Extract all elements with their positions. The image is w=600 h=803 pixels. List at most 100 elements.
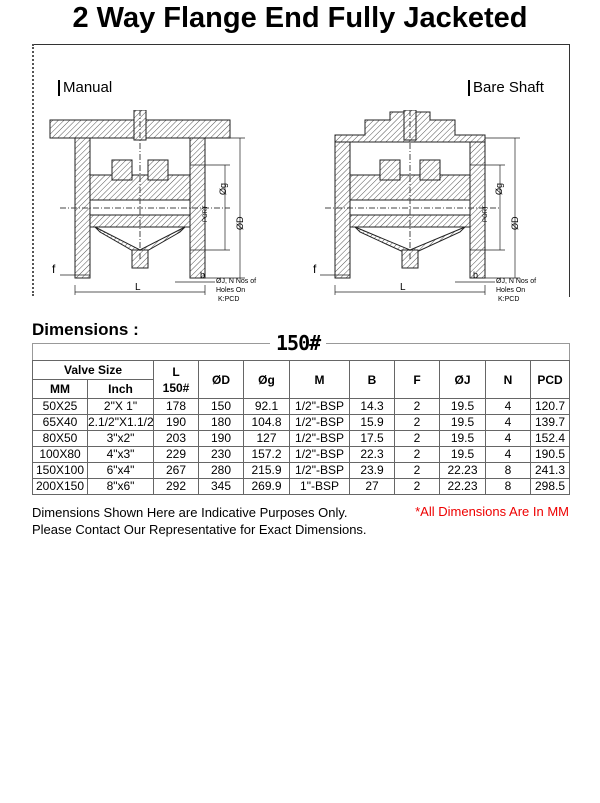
table-cell: 229: [153, 446, 200, 463]
table-cell: 150: [198, 398, 245, 415]
dimensions-heading: Dimensions :: [32, 320, 139, 339]
j-header: ØJ: [439, 360, 487, 399]
table-cell: 292: [153, 478, 200, 495]
g-header: Øg: [243, 360, 291, 399]
table-cell: 269.9: [243, 478, 291, 495]
table-cell: 230: [198, 446, 245, 463]
table-cell: 180: [198, 414, 245, 431]
table-row: 65X40 2.1/2"X1.1/2 190 180 104.8 1/2"-BSP 15.9…: [32, 414, 571, 431]
holes-note: Holes On: [216, 287, 245, 294]
table-cell: 2: [394, 430, 441, 447]
table-cell: 190.5: [530, 446, 571, 463]
table-row: 100X80 4"x3" 229 230 157.2 1/2"-BSP 22.3 2 19.5 4…: [32, 446, 571, 463]
holes-note: K:PCD: [498, 296, 519, 303]
holes-note: ØJ, N Nos of: [216, 278, 256, 285]
units-note: *All Dimensions Are In MM: [415, 504, 569, 519]
holes-note: ØJ, N Nos of: [496, 278, 536, 285]
table-cell: 23.9: [349, 462, 396, 479]
table-cell: 92.1: [243, 398, 291, 415]
disclaimer-line1: Dimensions Shown Here are Indicative Pur…: [32, 505, 348, 520]
table-cell: 4: [485, 446, 532, 463]
table-cell: 22.23: [439, 478, 487, 495]
table-cell: 2: [394, 462, 441, 479]
table-cell: 6"x4": [86, 462, 155, 479]
table-cell: 190: [153, 414, 200, 431]
table-cell: 65X40: [32, 414, 88, 431]
table-cell: 100X80: [32, 446, 88, 463]
l-header: L 150#: [153, 360, 200, 399]
table-cell: 14.3: [349, 398, 396, 415]
dimensions-table: Valve Size L 150# ØD Øg M B F ØJ N PCD MM…: [31, 360, 571, 495]
table-cell: 139.7: [530, 414, 571, 431]
table-cell: 2"X 1": [86, 398, 155, 415]
class-label: 150#: [270, 332, 327, 354]
l-dim: L: [135, 282, 141, 293]
inch-header: Inch: [86, 379, 155, 399]
drawing-frame: [32, 44, 570, 297]
table-cell: 120.7: [530, 398, 571, 415]
valve-size-header: Valve Size: [31, 360, 155, 380]
m-header: M: [289, 360, 351, 399]
table-cell: 190: [198, 430, 245, 447]
table-cell: 1/2"-BSP: [289, 398, 351, 415]
table-cell: 19.5: [439, 430, 487, 447]
port-dim: PORT: [483, 205, 489, 222]
table-row: 50X25 2"X 1" 178 150 92.1 1/2"-BSP 14.3 2 19.5 4 1…: [32, 398, 571, 415]
table-cell: 4"x3": [86, 446, 155, 463]
table-cell: 15.9: [349, 414, 396, 431]
table-cell: 1/2"-BSP: [289, 414, 351, 431]
f-dim: f: [313, 262, 317, 276]
table-cell: 22.23: [439, 462, 487, 479]
table-cell: 2.1/2"X1.1/2: [86, 414, 155, 431]
table-row: 80X50 3"x2" 203 190 127 1/2"-BSP 17.5 2 19.5 4 152…: [32, 430, 571, 447]
table-cell: 203: [153, 430, 200, 447]
table-cell: 104.8: [243, 414, 291, 431]
table-cell: 2: [394, 398, 441, 415]
table-cell: 50X25: [32, 398, 88, 415]
table-cell: 157.2: [243, 446, 291, 463]
l-header-label: L: [172, 364, 180, 379]
b-dim: b: [200, 270, 205, 280]
table-cell: 8: [485, 462, 532, 479]
table-cell: 200X150: [32, 478, 88, 495]
table-cell: 19.5: [439, 398, 487, 415]
table-cell: 1/2"-BSP: [289, 462, 351, 479]
table-cell: 22.3: [349, 446, 396, 463]
b-header: B: [349, 360, 396, 399]
bare-shaft-label: Bare Shaft: [468, 80, 544, 96]
table-cell: 19.5: [439, 414, 487, 431]
table-cell: 345: [198, 478, 245, 495]
table-cell: 241.3: [530, 462, 571, 479]
disclaimer-line2: Please Contact Our Representative for Ex…: [32, 522, 367, 537]
table-cell: 150X100: [32, 462, 88, 479]
drawing-frame-edge: [32, 44, 34, 296]
d-dim: ØD: [235, 216, 245, 230]
pcd-header: PCD: [530, 360, 571, 399]
mm-header: MM: [32, 379, 88, 399]
holes-note: Holes On: [496, 287, 525, 294]
table-cell: 80X50: [32, 430, 88, 447]
table-cell: 19.5: [439, 446, 487, 463]
g-dim: Øg: [494, 183, 504, 195]
table-cell: 127: [243, 430, 291, 447]
l-header-class: 150#: [162, 380, 190, 395]
table-cell: 215.9: [243, 462, 291, 479]
table-cell: 4: [485, 398, 532, 415]
table-cell: 1"-BSP: [289, 478, 351, 495]
table-cell: 2: [394, 478, 441, 495]
l-dim: L: [400, 282, 406, 293]
holes-note: K:PCD: [218, 296, 239, 303]
table-cell: 298.5: [530, 478, 571, 495]
table-cell: 267: [153, 462, 200, 479]
table-cell: 4: [485, 414, 532, 431]
table-row: 200X150 8"x6" 292 345 269.9 1"-BSP 27 2 22.23 8 29…: [32, 478, 571, 495]
f-header: F: [394, 360, 441, 399]
table-cell: 1/2"-BSP: [289, 430, 351, 447]
n-header: N: [485, 360, 532, 399]
table-cell: 3"x2": [86, 430, 155, 447]
table-cell: 27: [349, 478, 396, 495]
d-header: ØD: [198, 360, 245, 399]
table-cell: 280: [198, 462, 245, 479]
table-cell: 152.4: [530, 430, 571, 447]
g-dim: Øg: [218, 183, 228, 195]
